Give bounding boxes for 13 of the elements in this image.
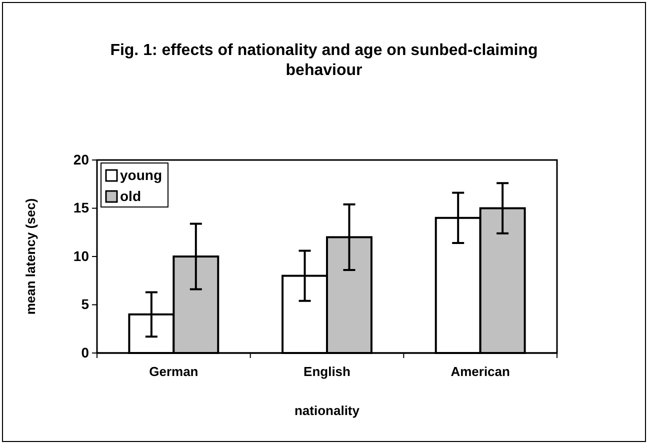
legend-label: old (120, 188, 141, 204)
y-tick-label: 5 (81, 296, 90, 312)
x-tick-label: English (304, 364, 351, 380)
chart-title: Fig. 1: effects of nationality and age on sunbed-claiming behaviour (110, 42, 538, 79)
y-tick-label: 20 (73, 151, 90, 168)
y-tick-label: 0 (81, 344, 90, 360)
x-axis-title: nationality (294, 403, 360, 418)
x-tick-label: American (450, 364, 510, 380)
legend-label: young (120, 167, 162, 183)
y-tick-label: 10 (73, 248, 90, 264)
x-tick-label: German (149, 364, 198, 380)
y-axis-title: mean latency (sec) (23, 198, 38, 315)
y-tick-label: 15 (73, 200, 90, 216)
